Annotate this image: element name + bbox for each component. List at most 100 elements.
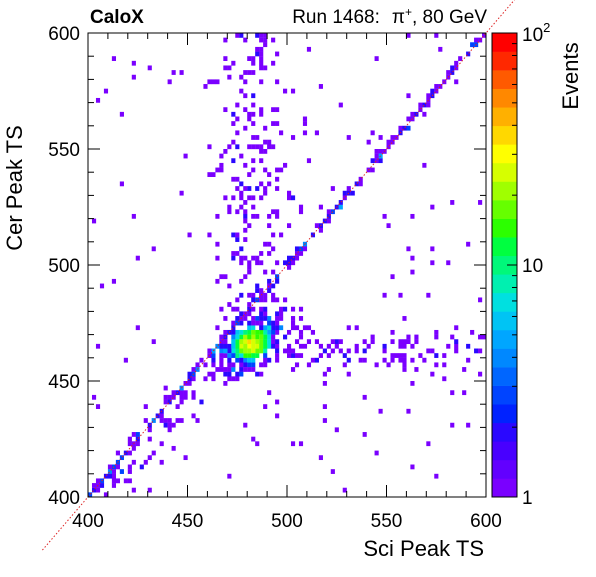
heatmap-bin [251,60,256,66]
heatmap-bin [279,232,284,238]
heatmap-bin [334,343,339,349]
diagonal-reference-line [42,0,516,551]
heatmap-bin [259,37,264,43]
heatmap-bin [223,381,228,386]
heatmap-bin [211,79,216,85]
heatmap-bin [271,246,276,252]
heatmap-bin [346,357,351,363]
heatmap-bin [398,125,403,131]
heatmap-bin [442,376,447,382]
heatmap-bin [235,320,240,326]
heatmap-bin [290,353,296,358]
colorbar-segment [492,144,517,164]
heatmap-bin [442,353,447,358]
heatmap-bin [135,441,140,447]
heatmap-bin [259,149,264,154]
heatmap-bin [275,329,280,335]
heatmap-bin [179,70,184,75]
heatmap-bin [406,93,411,99]
heatmap-bin [298,334,304,340]
heatmap-bin [231,176,236,182]
heatmap-bin [231,348,236,354]
heatmap-bin [231,325,236,331]
heatmap-bin [227,343,232,349]
heatmap-bin [267,172,272,177]
heatmap-bin [243,218,248,224]
heatmap-bin [239,362,244,368]
heatmap-bin [191,394,196,400]
heatmap-bin [398,339,403,345]
heatmap-bin [326,209,331,215]
heatmap-bin [127,436,132,442]
heatmap-bin [223,195,228,201]
heatmap-bin [478,371,483,377]
heatmap-bin [223,367,228,372]
heatmap-bin [326,213,331,219]
heatmap-bin [235,348,240,354]
heatmap-bin [103,492,109,497]
colorbar-segment [492,181,517,201]
heatmap-bin [334,339,339,345]
heatmap-bin [267,343,272,349]
heatmap-bin [306,325,312,331]
y-tick-label: 500 [48,256,80,277]
heatmap-bin [374,149,379,154]
heatmap-bin [430,246,435,252]
heatmap-bin [338,102,343,108]
colorbar-ticks [507,43,517,498]
heatmap-bin [223,339,228,345]
heatmap-bin [302,116,308,122]
heatmap-bin [147,65,152,71]
y-tick-label: 450 [48,372,80,393]
heatmap-bin [275,260,280,266]
colorbar-segment [492,162,517,182]
heatmap-bin [275,353,280,358]
heatmap-bin [243,311,248,317]
heatmap-bin [382,348,387,354]
heatmap-bin [247,306,252,312]
heatmap-bin [263,297,268,303]
heatmap-bin [263,37,268,43]
heatmap-bin [370,167,375,173]
heatmap-bin [243,343,248,349]
heatmap-bin [259,292,264,298]
heatmap-bin [207,172,212,177]
heatmap-bin [271,37,276,43]
heatmap-bin [223,348,228,354]
heatmap-bin [390,329,395,335]
heatmap-bin [251,353,256,358]
heatmap-bin [450,65,455,71]
heatmap-bin [259,56,264,61]
heatmap-bin [107,469,113,474]
colorbar-segment [492,218,517,238]
heatmap-bin [223,316,228,321]
heatmap-bin [231,232,236,238]
heatmap-bin [370,334,375,340]
heatmap-bin [247,265,252,270]
heatmap-bin [111,56,117,61]
heatmap-bin [227,376,232,382]
heatmap-bin [338,204,343,210]
heatmap-bin [287,265,292,270]
heatmap-bin [338,339,343,345]
heatmap-bin [227,302,232,307]
heatmap-bin [259,33,264,38]
heatmap-bin [418,102,423,108]
heatmap-bin [231,367,236,372]
heatmap-bin [390,274,395,280]
heatmap-bin [91,483,97,488]
heatmap-bin [223,353,228,358]
heatmap-bin [259,334,264,340]
heatmap-bin [454,60,459,66]
heatmap-bin [267,357,272,363]
heatmap-bin [294,339,300,345]
heatmap-bin [346,371,351,377]
heatmap-bin [259,260,264,266]
heatmap-bin [263,325,268,331]
heatmap-bin [95,404,101,409]
heatmap-bin [231,195,236,201]
heatmap-bin [251,213,256,219]
heatmap-bin [147,487,152,493]
colorbar-segment [492,125,517,145]
heatmap-bin [382,292,387,298]
